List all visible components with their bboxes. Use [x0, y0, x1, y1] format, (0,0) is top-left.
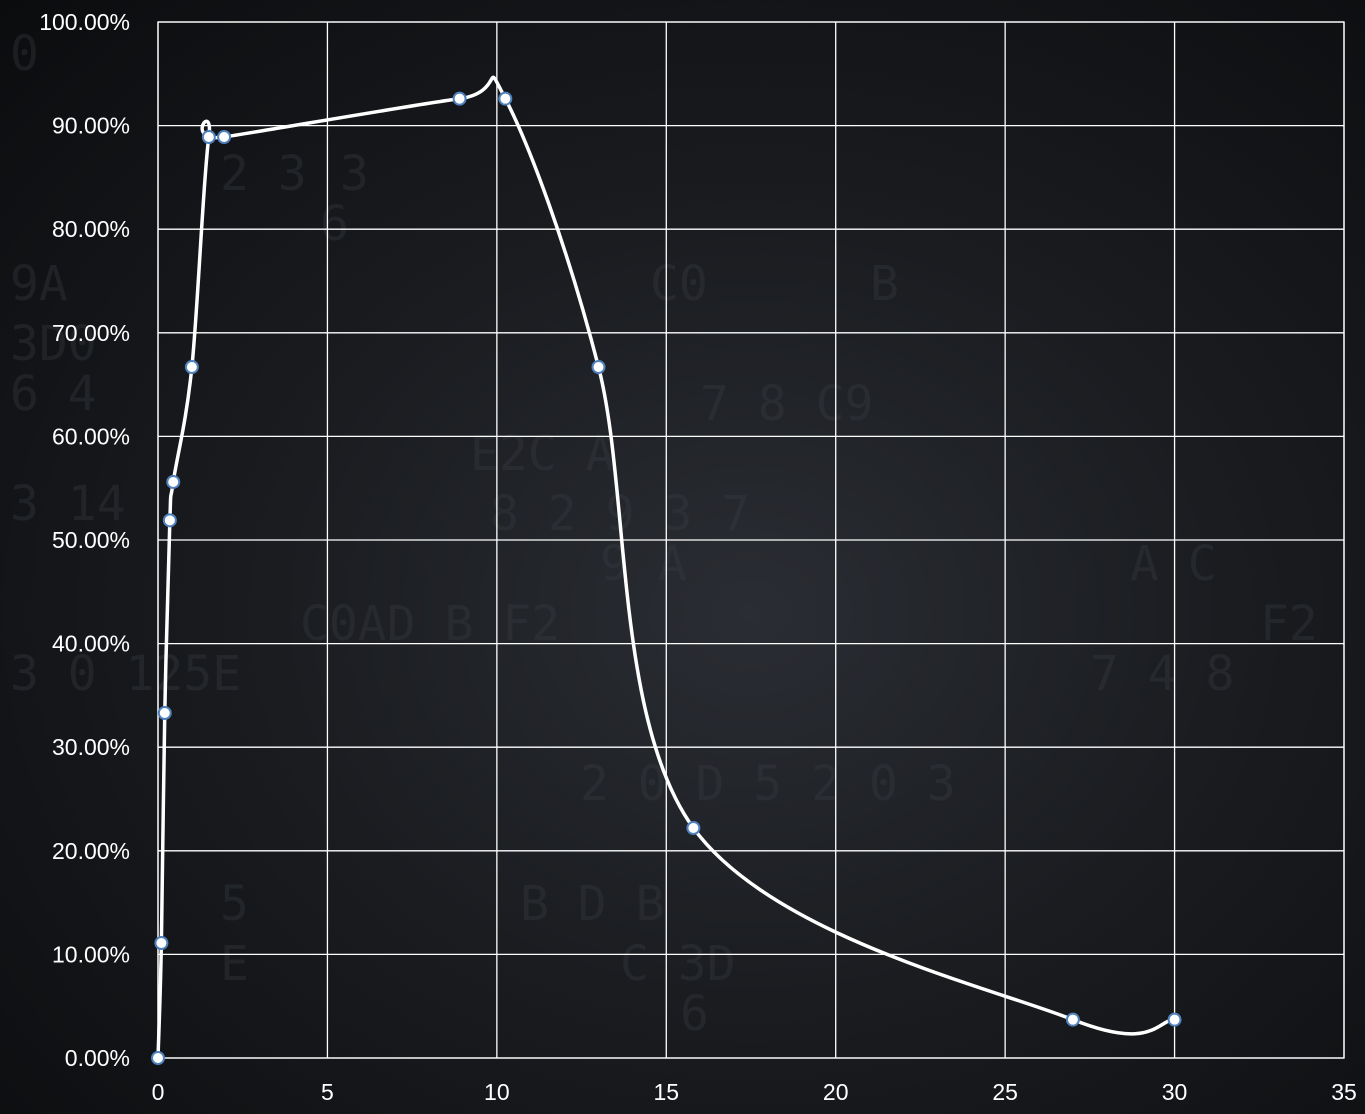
background-glyph: B D B: [520, 876, 665, 932]
y-tick-label: 0.00%: [65, 1045, 130, 1071]
x-axis-ticks: 0 5 10 15 20 25 30 35: [152, 1079, 1357, 1105]
x-tick-label: 35: [1331, 1079, 1357, 1105]
data-point: [452, 91, 467, 106]
background-glyph: C0AD B F2: [300, 596, 560, 652]
data-point: [1167, 1012, 1182, 1027]
y-tick-label: 100.00%: [39, 9, 130, 35]
background-glyph: C 3D: [620, 936, 736, 992]
y-tick-label: 20.00%: [52, 838, 130, 864]
y-tick-label: 80.00%: [52, 216, 130, 242]
x-tick-label: 20: [823, 1079, 849, 1105]
background-glyph: 2 3: [220, 146, 307, 202]
background-glyph: 3 14: [10, 476, 126, 532]
background-glyph: 3D0: [10, 316, 97, 372]
data-point: [151, 1051, 165, 1065]
y-tick-label: 90.00%: [52, 113, 130, 139]
data-point: [217, 129, 232, 144]
data-point: [1065, 1012, 1080, 1027]
background-glyph: 5: [220, 876, 249, 932]
series-line: [156, 75, 1177, 1060]
x-tick-label: 10: [484, 1079, 510, 1105]
data-point: [591, 359, 606, 374]
y-tick-label: 50.00%: [52, 527, 130, 553]
data-point: [166, 474, 181, 489]
y-axis-ticks: 0.00% 10.00% 20.00% 30.00% 40.00% 50.00% 60.00…: [39, 9, 130, 1071]
y-tick-label: 60.00%: [52, 423, 130, 449]
data-point: [162, 513, 177, 528]
x-tick-label: 25: [992, 1079, 1018, 1105]
background-glyph: 3: [340, 146, 369, 202]
background-glyph: B: [870, 256, 899, 312]
series: [151, 75, 1182, 1065]
background-glyph: 7 8 C9: [700, 376, 873, 432]
grid: [157, 21, 1345, 1059]
x-tick-label: 15: [653, 1079, 679, 1105]
background-glyph: 2 0 D 5 2 0 3: [580, 756, 956, 812]
background-glyph: 6: [320, 196, 349, 252]
background-glyph: E: [220, 936, 249, 992]
data-point: [201, 129, 216, 144]
background-glyph: 6 4: [10, 366, 97, 422]
background-glyph: F2: [1260, 596, 1318, 652]
background-glyph: E2C A: [470, 426, 615, 482]
data-point: [184, 359, 199, 374]
background-glyph: 9A: [10, 256, 68, 312]
data-point: [157, 706, 172, 721]
background-glyph: 6: [680, 986, 709, 1042]
background-glyph: 3 0 125E: [10, 646, 241, 702]
data-point: [498, 91, 513, 106]
background-glyph: A C: [1130, 536, 1217, 592]
data-point: [686, 821, 701, 836]
y-tick-label: 40.00%: [52, 631, 130, 657]
background-glyph: 9 A: [600, 536, 687, 592]
data-point: [154, 936, 169, 951]
y-tick-label: 10.00%: [52, 941, 130, 967]
x-tick-label: 0: [152, 1079, 165, 1105]
x-tick-label: 30: [1162, 1079, 1188, 1105]
y-tick-label: 70.00%: [52, 320, 130, 346]
background-glyph: 7 4 8: [1090, 646, 1235, 702]
background-glyph: C0: [650, 256, 708, 312]
y-tick-label: 30.00%: [52, 734, 130, 760]
x-tick-label: 5: [321, 1079, 334, 1105]
background-glyph: 0: [10, 26, 39, 82]
